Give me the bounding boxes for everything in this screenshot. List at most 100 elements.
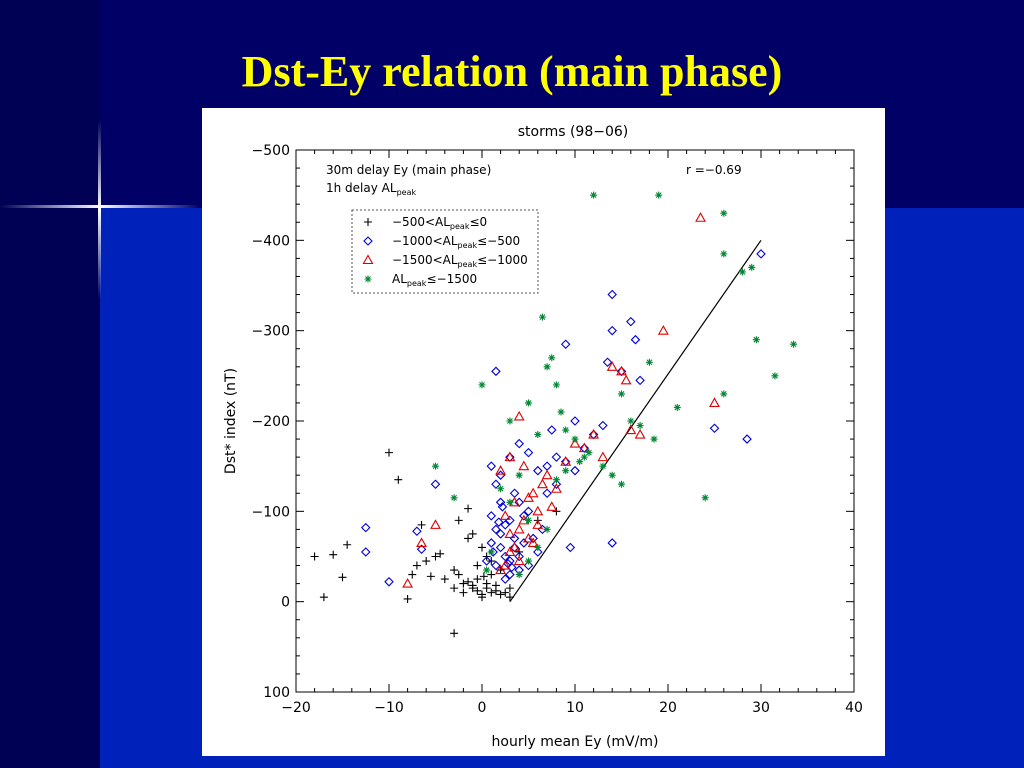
point-plus (478, 543, 486, 552)
diamond-marker (486, 461, 497, 471)
point-triangle (709, 397, 720, 407)
point-diamond (565, 542, 576, 553)
asterisk-marker (478, 381, 486, 389)
asterisk-marker (543, 525, 551, 533)
point-triangle (532, 505, 544, 516)
point-diamond (509, 533, 520, 544)
point-plus (479, 572, 488, 581)
point-asterisk (548, 354, 556, 362)
plus-marker (431, 552, 440, 561)
axes-ticks (295, 149, 855, 693)
point-triangle (416, 537, 427, 547)
point-asterisk (487, 548, 495, 556)
point-diamond (542, 461, 552, 471)
asterisk-marker (515, 471, 523, 479)
plus-marker (459, 588, 468, 597)
point-asterisk (701, 494, 709, 502)
plus-marker (319, 593, 328, 602)
diamond-marker (607, 538, 617, 548)
point-triangle (597, 451, 609, 462)
point-diamond (412, 526, 422, 536)
diamond-marker (495, 470, 506, 480)
diamond-marker (742, 434, 752, 444)
y-tick-label: −100 (252, 504, 290, 520)
plus-marker (473, 561, 482, 570)
asterisk-marker (497, 485, 505, 493)
point-plus (338, 573, 347, 582)
plus-marker (479, 572, 488, 581)
point-diamond (523, 560, 534, 571)
point-diamond (519, 538, 529, 548)
point-plus (464, 577, 473, 586)
point-triangle (495, 564, 507, 575)
diamond-marker (551, 479, 562, 490)
diamond-marker (509, 533, 520, 544)
point-plus (459, 579, 468, 588)
x-tick-label: 30 (752, 700, 770, 716)
point-triangle (550, 483, 562, 493)
diamond-marker (626, 316, 636, 327)
y-tick-label: −500 (252, 143, 290, 159)
diamond-marker (505, 569, 515, 580)
point-plus (408, 570, 417, 579)
point-asterisk (752, 336, 760, 344)
point-triangle (430, 519, 441, 529)
asterisk-marker (364, 275, 372, 283)
triangle-marker (513, 523, 525, 534)
y-axis-label: Dst* index (nT) (223, 368, 239, 474)
plus-marker (478, 590, 486, 599)
point-triangle (495, 465, 507, 475)
point-asterisk (618, 480, 625, 488)
point-plus (310, 552, 319, 561)
point-triangle (620, 374, 632, 385)
diamond-marker (491, 479, 501, 490)
point-plus (478, 590, 486, 599)
point-diamond (607, 289, 617, 300)
x-tick-label: −10 (374, 700, 404, 716)
legend-entry-diamond: −1000<ALpeak≤−500 (392, 234, 520, 250)
point-plus (468, 581, 477, 590)
point-triangle (513, 523, 525, 534)
diamond-marker (542, 461, 552, 471)
point-plus (417, 520, 426, 529)
point-diamond (384, 577, 394, 587)
point-asterisk (478, 381, 486, 389)
point-asterisk (534, 543, 542, 551)
point-plus (459, 588, 468, 597)
asterisk-marker (525, 516, 532, 524)
point-asterisk (557, 408, 565, 416)
point-plus (482, 584, 491, 593)
legend-entry-triangle: −1500<ALpeak≤−1000 (392, 253, 528, 269)
point-diamond (495, 497, 506, 508)
point-plus (473, 561, 482, 570)
triangle-marker (620, 374, 632, 385)
point-plus (505, 584, 514, 593)
diamond-marker (523, 560, 534, 571)
plus-marker (364, 218, 372, 226)
point-diamond (533, 547, 543, 557)
point-asterisk (627, 417, 635, 425)
point-diamond (607, 538, 617, 548)
point-plus (431, 552, 440, 561)
triangle-marker (541, 469, 553, 480)
point-diamond (500, 574, 511, 584)
asterisk-marker (543, 363, 551, 371)
diamond-marker (495, 529, 506, 539)
point-asterisk (497, 485, 505, 493)
point-diamond (500, 520, 511, 530)
point-asterisk (534, 431, 542, 439)
triangle-marker (588, 428, 600, 439)
plus-marker (505, 584, 514, 593)
point-asterisk (618, 390, 625, 398)
diamond-marker (542, 488, 552, 499)
asterisk-marker (548, 354, 556, 362)
annotation-delay-al: 1h delay ALpeak (326, 181, 416, 197)
x-tick-label: 0 (478, 700, 487, 716)
asterisk-marker (552, 381, 560, 389)
triangle-marker (504, 451, 516, 462)
plus-marker (440, 575, 449, 584)
asterisk-marker (701, 494, 709, 502)
diamond-marker (486, 511, 497, 521)
point-plus (385, 448, 393, 457)
diamond-marker (491, 366, 501, 377)
